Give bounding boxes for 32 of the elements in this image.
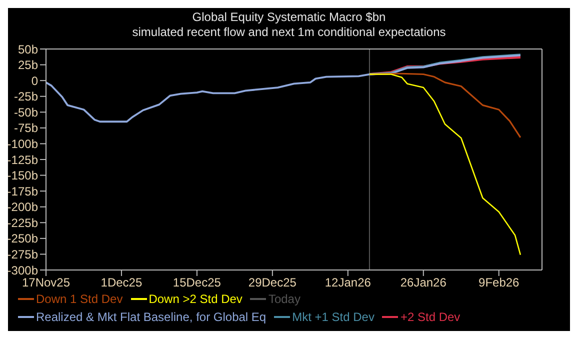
x-tick-label: 1Dec25	[100, 276, 142, 290]
y-tick-label: 50b	[18, 42, 38, 56]
chart-title: Global Equity Systematic Macro $bn	[191, 9, 387, 25]
y-tick-label: -225b	[7, 216, 38, 230]
y-tick-label: -125b	[7, 152, 38, 167]
line-series	[46, 54, 522, 123]
y-tick-label: -300b	[7, 263, 38, 278]
y-tick-label: -275b	[7, 247, 38, 262]
y-tick-label: -100b	[7, 136, 38, 151]
y-tick-label: -75b	[14, 121, 38, 136]
x-tick-label: 17Nov25	[22, 276, 70, 290]
legend-label: +2 Std Dev	[399, 309, 460, 326]
y-tick-label: -175b	[7, 184, 38, 198]
legend-label: Mkt +1 Std Dev	[291, 309, 374, 326]
legend-label: Down 1 Std Dev	[35, 291, 123, 308]
legend-label: Today	[267, 291, 300, 308]
line-series	[368, 74, 522, 256]
legend-label: Realized & Mkt Flat Baseline, for Global Eq	[35, 309, 266, 326]
legend-label: Down >2 Std Dev	[148, 291, 242, 308]
y-tick-label: 0	[31, 74, 38, 88]
x-tick-label: 12Jan26	[324, 276, 372, 290]
x-tick-label: 26Jan26	[400, 276, 447, 290]
y-tick-label: -50b	[14, 105, 38, 120]
y-tick-label: -25b	[14, 90, 38, 104]
y-tick-label: 25b	[18, 58, 38, 72]
y-tick-label: -150b	[7, 168, 38, 183]
y-tick-label: -250b	[7, 232, 38, 246]
chart-subtitle: simulated recent flow and next 1m conditional expectations	[131, 25, 447, 40]
x-tick-label: 9Feb26	[478, 276, 520, 290]
y-tick-label: -200b	[7, 200, 38, 214]
x-tick-label: 29Dec25	[248, 276, 297, 290]
x-tick-label: 15Dec25	[172, 276, 222, 290]
